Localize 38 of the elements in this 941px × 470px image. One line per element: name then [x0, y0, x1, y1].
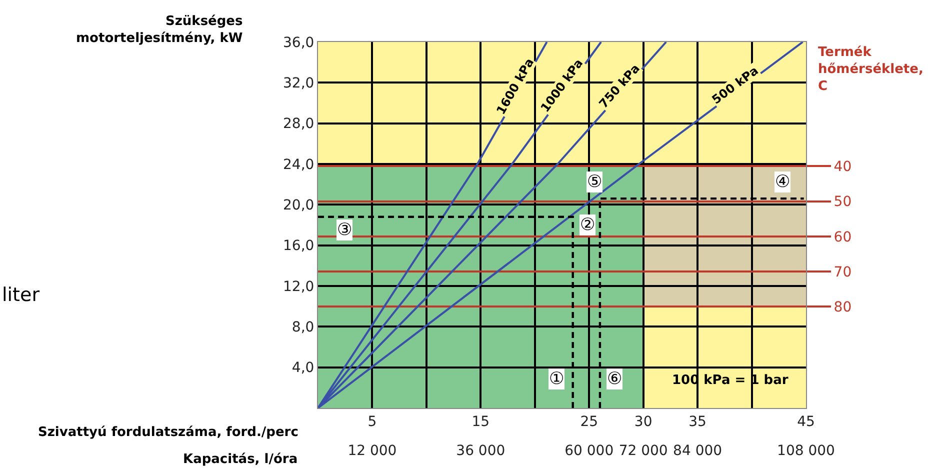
y-tick-label: 24,0	[283, 156, 314, 173]
y2-tick-label: 60	[834, 229, 852, 246]
y-tick-label: 12,0	[283, 278, 314, 295]
x-tick-label: 30	[634, 414, 652, 430]
y-tick-label: 4,0	[292, 360, 314, 376]
y-tick-label: 36,0	[283, 34, 314, 51]
y2-tick-label: 50	[834, 194, 852, 210]
y-tick-label: 8,0	[292, 320, 314, 336]
y-tick-label: 20,0	[283, 198, 314, 214]
y2-tick-label: 80	[834, 300, 852, 316]
annotation: ③	[337, 220, 352, 240]
x2-tick-label: 36 000	[456, 443, 506, 459]
x2-tick-label: 72 000	[618, 443, 668, 459]
text: 500 kPa	[709, 64, 761, 107]
annotation: ⑤	[587, 172, 602, 192]
x-tick-label: 5	[368, 414, 377, 430]
y2-axis-title: Termék hőmérséklete, C	[818, 45, 924, 94]
x2-tick-label: 12 000	[348, 443, 397, 459]
annotation: ①	[549, 369, 564, 389]
y2-tick-label: 40	[834, 159, 852, 176]
x-axis-title: Szivattyú fordulatszáma, ford./perc	[38, 425, 298, 440]
x-tick-label: 15	[472, 414, 490, 430]
y-axis-title: Szükséges motorteljesítmény, kW	[76, 14, 243, 46]
text: liter	[2, 284, 40, 306]
annotation: ⑥	[607, 369, 622, 389]
x-tick-label: 35	[688, 414, 706, 430]
y-tick-label: 16,0	[283, 238, 314, 254]
annotation: ②	[580, 215, 596, 235]
annotation: ④	[775, 172, 790, 192]
y-tick-label: 28,0	[283, 116, 314, 132]
x2-axis-title: Kapacitás, l/óra	[183, 452, 298, 467]
x-tick-label: 25	[580, 414, 598, 430]
y-tick-label: 32,0	[283, 76, 314, 92]
x2-tick-label: 60 000	[564, 443, 614, 459]
y2-tick-label: 70	[834, 264, 852, 280]
x2-tick-label: 108 000	[777, 443, 835, 459]
x-tick-label: 45	[797, 414, 815, 430]
x2-tick-label: 84 000	[673, 443, 722, 459]
